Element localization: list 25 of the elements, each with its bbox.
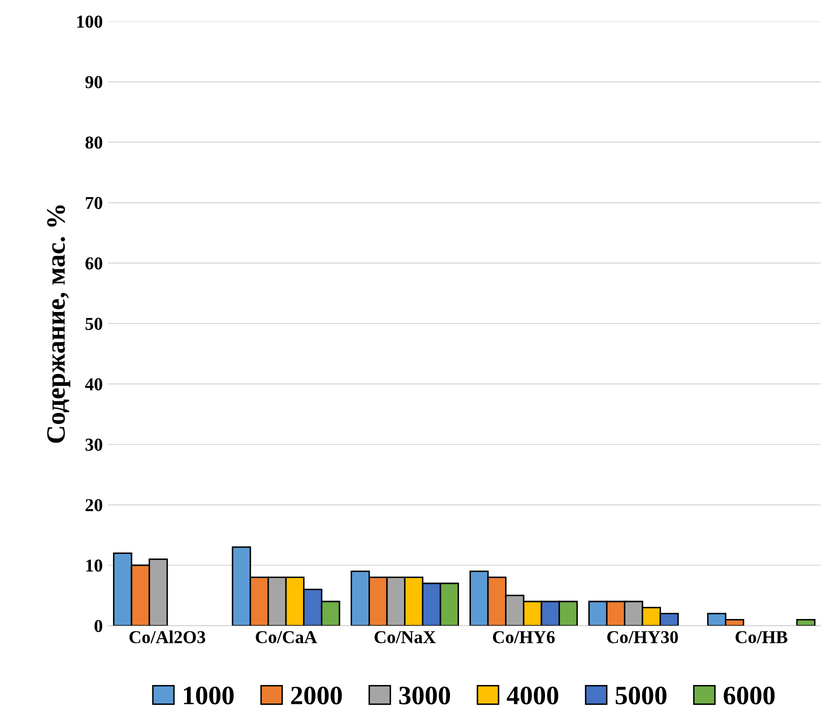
legend-label: 6000 — [724, 686, 775, 704]
y-tick-label: 10 — [86, 560, 102, 572]
legend-label: 2000 — [291, 686, 342, 704]
x-tick-label: Co/HY6 — [492, 631, 555, 644]
y-tick-label: 30 — [86, 438, 102, 451]
y-tick-label: 40 — [85, 378, 102, 390]
x-tick-label: Co/Al2O3 — [129, 630, 206, 644]
y-tick-label: 20 — [86, 499, 102, 512]
y-tick-label: 70 — [86, 196, 102, 210]
y-axis-title: Содержание, мас. % — [47, 205, 70, 443]
x-tick-label: Co/CaA — [256, 631, 317, 644]
legend-label: 3000 — [399, 686, 450, 704]
x-tick-label: Co/NaX — [374, 631, 436, 644]
y-tick-label: 0 — [94, 620, 102, 632]
y-tick-label: 50 — [86, 318, 102, 330]
y-tick-label: 100 — [77, 16, 102, 28]
x-tick-label: Co/HY30 — [607, 631, 678, 644]
legend-label: 1000 — [184, 686, 234, 704]
legend-label: 5000 — [616, 686, 666, 704]
legend-label: 4000 — [506, 686, 558, 704]
x-tick-label: Co/HB — [736, 631, 788, 644]
y-tick-label: 60 — [85, 257, 102, 270]
y-tick-label: 80 — [85, 136, 102, 149]
bar — [796, 618, 816, 626]
y-tick-label: 90 — [85, 76, 102, 88]
